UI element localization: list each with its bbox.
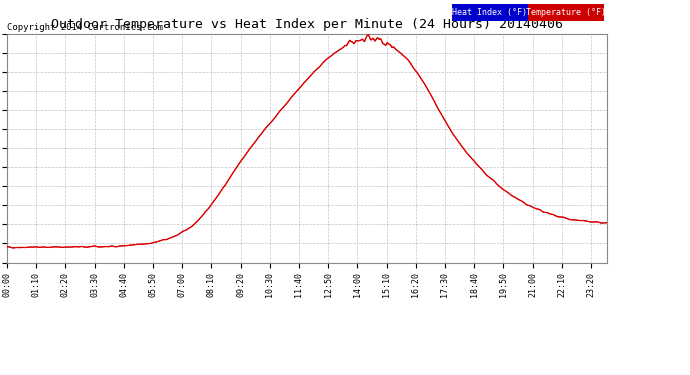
- Text: Temperature (°F): Temperature (°F): [526, 8, 606, 16]
- Title: Outdoor Temperature vs Heat Index per Minute (24 Hours) 20140406: Outdoor Temperature vs Heat Index per Mi…: [51, 18, 563, 31]
- Text: Heat Index (°F): Heat Index (°F): [453, 8, 527, 16]
- Text: Copyright 2014 Cartronics.com: Copyright 2014 Cartronics.com: [7, 23, 163, 32]
